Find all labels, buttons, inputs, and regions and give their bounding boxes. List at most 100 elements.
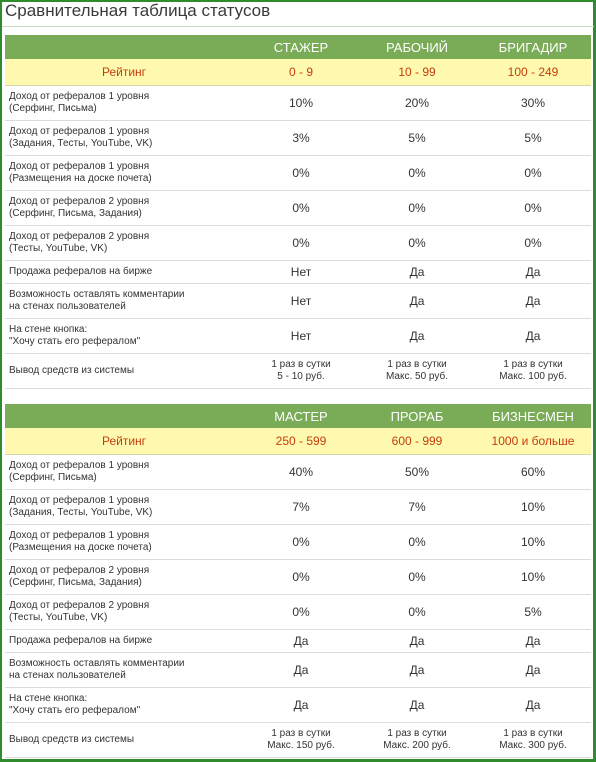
value-cell: Да [475,260,591,284]
header-blank [5,404,243,428]
cell-line: 0% [292,201,310,215]
cell-line: 0% [292,570,310,584]
value-cell: 0% [359,155,475,191]
value-cell: 0% [243,559,359,595]
cell-line: Да [409,634,425,648]
cell-line: (Серфинг, Письма) [9,472,97,483]
cell-line: (Размещения на доске почета) [9,542,152,553]
row-label: Возможность оставлять комментарии на стен… [5,283,243,319]
table-row: Доход от рефералов 1 уровня (Серфинг, Пис… [5,85,591,121]
value-cell: Да [475,283,591,319]
cell-line: на стенах пользователей [9,670,126,681]
value-cell: Да [475,652,591,688]
cell-line: Доход от рефералов 1 уровня [9,161,150,172]
table-row: Доход от рефералов 1 уровня (Размещения н… [5,524,591,560]
value-cell: 1 раз в сутки Макс. 150 руб. [243,722,359,758]
value-cell: 1 раз в сутки Макс. 50 руб. [359,353,475,389]
value-cell: Да [475,687,591,723]
cell-line: 5% [524,131,542,145]
cell-line: 1 раз в сутки [503,359,563,370]
value-cell: 10% [475,524,591,560]
cell-line: (Задания, Тесты, YouTube, VK) [9,138,153,149]
status-table-1: СТАЖЕР РАБОЧИЙ БРИГАДИР Рейтинг 0 - 9 10 - 99… [5,35,591,389]
cell-line: (Серфинг, Письма, Задания) [9,208,142,219]
table-row: Доход от рефералов 2 уровня (Серфинг, Пис… [5,559,591,595]
column-header: МАСТЕР [243,404,359,428]
table-row: Доход от рефералов 1 уровня (Размещения н… [5,155,591,191]
value-cell: 0% [475,155,591,191]
value-cell: Да [359,260,475,284]
value-cell: Да [243,629,359,653]
cell-line: Нет [290,265,312,279]
cell-line: Да [293,698,309,712]
cell-line: Возможность оставлять комментарии [9,289,185,300]
cell-line: 20% [404,96,430,110]
row-label: Доход от рефералов 1 уровня (Размещения н… [5,155,243,191]
column-header: БРИГАДИР [475,35,591,59]
cell-line: 10% [288,96,314,110]
cell-line: 5% [524,605,542,619]
row-label: На стене кнопка: "Хочу стать его реферало… [5,318,243,354]
cell-line: Макс. 150 руб. [267,740,335,751]
value-cell: 0% [243,190,359,226]
cell-line: Доход от рефералов 2 уровня [9,196,150,207]
cell-line: 1 раз в сутки [387,728,447,739]
cell-line: Доход от рефералов 2 уровня [9,231,150,242]
cell-line: 1 раз в сутки [271,359,331,370]
table-row: Доход от рефералов 1 уровня (Задания, Тес… [5,489,591,525]
cell-line: 0% [408,236,426,250]
cell-line: Да [525,329,541,343]
cell-line: 0% [292,605,310,619]
cell-line: 40% [288,465,314,479]
value-cell: Да [475,318,591,354]
cell-line: 0% [408,570,426,584]
column-header: СТАЖЕР [243,35,359,59]
value-cell: Нет [243,260,359,284]
cell-line: Доход от рефералов 1 уровня [9,495,150,506]
cell-line: Нет [290,294,312,308]
cell-line: Макс. 300 руб. [499,740,567,751]
column-header: РАБОЧИЙ [359,35,475,59]
value-cell: Да [475,629,591,653]
table-row: Доход от рефералов 1 уровня (Задания, Тес… [5,120,591,156]
cell-line: Да [525,634,541,648]
row-label: Продажа рефералов на бирже [5,629,243,653]
cell-line: 10% [520,535,546,549]
rating-value: 600 - 999 [359,428,475,455]
value-cell: 0% [359,225,475,261]
table-row: Возможность оставлять комментарии на стен… [5,652,591,688]
rating-value: 250 - 599 [243,428,359,455]
value-cell: Да [359,318,475,354]
cell-line: (Серфинг, Письма, Задания) [9,577,142,588]
header-row: СТАЖЕР РАБОЧИЙ БРИГАДИР [5,35,591,59]
table-row: Вывод средств из системы 1 раз в сутки Мак… [5,722,591,758]
cell-line: 50% [404,465,430,479]
rating-value: 10 - 99 [359,59,475,86]
cell-line: 1 раз в сутки [503,728,563,739]
row-label: Доход от рефералов 1 уровня (Размещения н… [5,524,243,560]
cell-line: 0% [408,201,426,215]
cell-line: Вывод средств из системы [9,734,135,745]
cell-line: Макс. 200 руб. [383,740,451,751]
value-cell: 10% [243,85,359,121]
cell-line: 0% [524,201,542,215]
cell-line: 60% [520,465,546,479]
value-cell: Нет [243,318,359,354]
value-cell: Да [359,652,475,688]
cell-line: 7% [292,500,310,514]
cell-line: на стенах пользователей [9,301,126,312]
row-label: Доход от рефералов 2 уровня (Серфинг, Пис… [5,190,243,226]
header-row: МАСТЕР ПРОРАБ БИЗНЕСМЕН [5,404,591,428]
cell-line: Доход от рефералов 1 уровня [9,460,150,471]
cell-line: Вывод средств из системы [9,365,135,376]
value-cell: Да [243,652,359,688]
cell-line: 0% [292,166,310,180]
row-label: Продажа рефералов на бирже [5,260,243,284]
cell-line: На стене кнопка: [9,693,88,704]
row-label: Доход от рефералов 2 уровня (Тесты, YouTu… [5,594,243,630]
cell-line: 0% [292,236,310,250]
cell-line: 1 раз в сутки [387,359,447,370]
row-label: На стене кнопка: "Хочу стать его реферало… [5,687,243,723]
value-cell: Да [359,283,475,319]
table-row: На стене кнопка: "Хочу стать его реферало… [5,318,591,354]
